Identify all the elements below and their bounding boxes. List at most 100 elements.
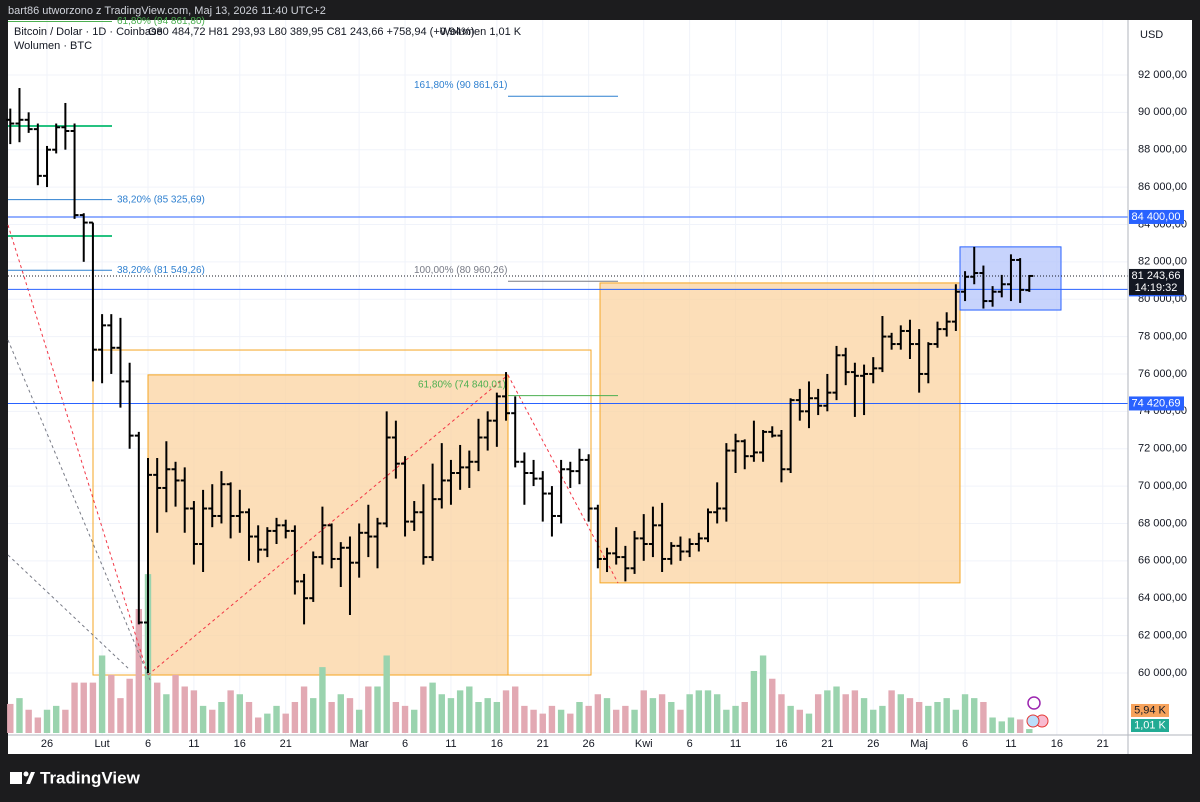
x-tick-label: Maj	[910, 738, 928, 750]
brand-logo: TradingView	[10, 768, 141, 787]
volume-bar	[695, 690, 703, 733]
volume-bar	[1007, 717, 1015, 733]
x-tick-label: Mar	[350, 738, 369, 750]
volume-bar	[199, 705, 207, 733]
x-tick-label: 11	[188, 738, 199, 750]
volume-bar	[319, 667, 326, 733]
fib-label: 61,80% (94 861,80)	[117, 16, 205, 27]
volume-bar	[163, 694, 170, 733]
volume-bar	[80, 682, 87, 733]
volume-bar	[851, 690, 859, 733]
volume-bar	[980, 701, 987, 733]
x-tick-label: 21	[280, 738, 292, 750]
event-icons	[1026, 696, 1049, 728]
x-tick-label: 16	[491, 738, 503, 750]
volume-bar	[310, 698, 317, 733]
volume-bar	[328, 701, 335, 733]
volume-bar	[594, 694, 602, 733]
volume-tag	[1131, 719, 1169, 732]
fib-label: 38,20% (81 549,26)	[117, 265, 205, 276]
x-tick-label: 6	[962, 738, 968, 750]
y-tick-label: 72 000,00	[1138, 443, 1187, 455]
volume-bar	[227, 690, 234, 733]
volume-bar	[337, 694, 344, 733]
volume-bar	[888, 690, 895, 733]
volume-bar	[43, 709, 51, 733]
volume-bar	[209, 709, 216, 733]
volume-bar	[603, 698, 611, 733]
currency: USD	[1140, 29, 1163, 41]
volume-bar	[1016, 719, 1024, 733]
volume-bar	[1026, 729, 1033, 733]
volume-bar	[640, 690, 647, 733]
volume-bar	[273, 705, 280, 733]
volume-bar	[943, 698, 950, 733]
x-tick-label: 26	[867, 738, 879, 750]
volume-bar	[732, 705, 739, 733]
fib-label: 100,00% (80 960,26)	[414, 265, 507, 276]
volume-bar	[282, 713, 289, 733]
volume-bar	[62, 709, 69, 733]
y-tick-label: 76 000,00	[1138, 368, 1187, 380]
volume-bar	[98, 655, 106, 733]
y-tick-label: 68 000,00	[1138, 517, 1187, 529]
volume-bar	[264, 713, 271, 733]
volume-tag-label: 1,01 K	[1134, 719, 1166, 731]
volume-bar	[796, 709, 804, 733]
volume-bar	[420, 686, 427, 733]
volume-bar	[530, 709, 537, 733]
volume-bar	[392, 701, 400, 733]
volume-bar	[355, 709, 363, 733]
x-tick-label: 6	[402, 738, 408, 750]
volume-bar	[25, 709, 32, 733]
volume-bar	[860, 698, 868, 733]
fib-label: 61,80% (74 840,01)	[418, 379, 506, 390]
logo-mark	[23, 771, 29, 777]
volume-bar	[879, 705, 886, 733]
volume-bar	[300, 686, 308, 733]
volume-bar	[971, 698, 978, 733]
logo-mark	[10, 772, 22, 784]
volume-bar	[383, 655, 390, 733]
fib-label: 161,80% (90 861,61)	[414, 80, 507, 91]
trend-line	[7, 554, 131, 671]
volume-bar	[622, 705, 629, 733]
volume-tag-label: 5,94 K	[1134, 704, 1166, 716]
volume-bar	[787, 705, 794, 733]
volume-bar	[576, 701, 583, 733]
legend-ohlc: O80 484,72 H81 293,93 L80 389,95 C81 243…	[148, 26, 475, 38]
volume-bar	[466, 686, 473, 733]
x-tick-label: 6	[687, 738, 693, 750]
volume-bar	[814, 694, 822, 733]
volume-bar	[456, 690, 464, 733]
volume-bar	[401, 705, 409, 733]
y-tick-label: 66 000,00	[1138, 555, 1187, 567]
volume-bar	[475, 701, 482, 733]
volume-bar	[870, 709, 877, 733]
volume-bar	[447, 698, 455, 733]
x-tick-label: 11	[730, 738, 741, 750]
volume-bar	[181, 686, 188, 733]
volume-bar	[245, 701, 253, 733]
volume-bar	[172, 674, 179, 733]
volume-bar	[897, 694, 904, 733]
price-tag	[1129, 209, 1184, 224]
volume-bar	[429, 682, 436, 733]
volume-bar	[805, 713, 813, 733]
volume-bar	[704, 690, 712, 733]
price-tag-label: 81 243,66	[1132, 270, 1181, 282]
volume-tag	[1131, 703, 1169, 717]
volume-bar	[493, 701, 501, 733]
x-tick-label: Kwi	[635, 738, 653, 750]
volume-bar	[254, 717, 262, 733]
event-icon	[1027, 696, 1041, 710]
volume-bar	[631, 709, 638, 733]
volume-bar	[759, 655, 767, 733]
y-tick-label: 60 000,00	[1138, 667, 1187, 679]
x-tick-label: 11	[1005, 738, 1016, 750]
x-tick-label: 6	[145, 738, 151, 750]
volume-bar	[750, 670, 758, 733]
volume-bar	[502, 690, 510, 733]
volume-bar	[135, 608, 143, 733]
